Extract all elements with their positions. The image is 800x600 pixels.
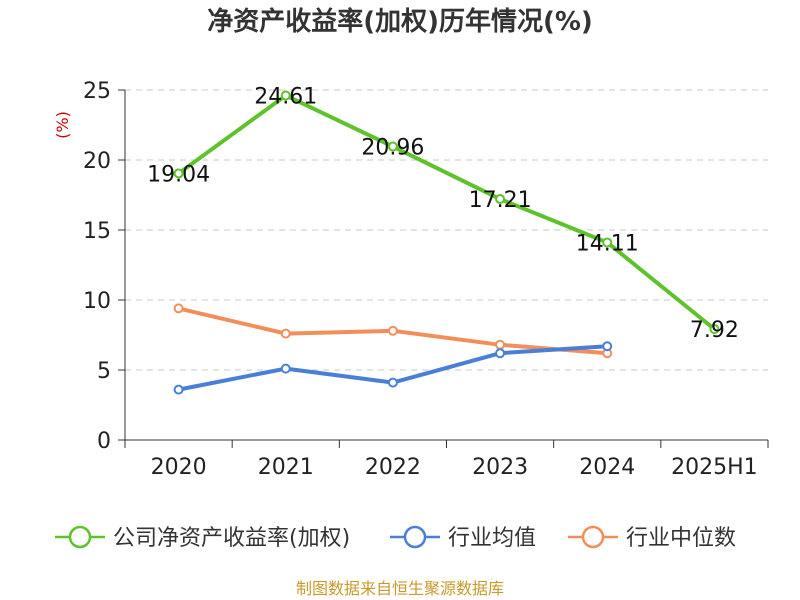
data-point xyxy=(495,339,506,350)
data-label: 24.61 xyxy=(254,84,317,109)
data-point xyxy=(495,348,506,359)
legend-swatch-marker xyxy=(581,525,605,549)
data-label: 19.04 xyxy=(147,162,210,187)
data-point xyxy=(280,90,291,101)
x-tick-label: 2020 xyxy=(151,455,207,480)
data-label: 20.96 xyxy=(361,136,424,161)
legend-label: 公司净资产收益率(加权) xyxy=(113,526,350,551)
data-point xyxy=(709,324,720,335)
axes: 0 5 10 15 20 25 2020 2021 2022 2023 2024 2025H1 xyxy=(83,79,769,480)
x-tick-label: 2025H1 xyxy=(671,455,758,480)
data-point xyxy=(173,384,184,395)
data-point xyxy=(173,168,184,179)
y-axis-unit-label: (%) xyxy=(53,111,72,139)
x-tick-label: 2023 xyxy=(472,455,528,480)
chart-title: 净资产收益率(加权)历年情况(%) xyxy=(207,6,593,37)
source-note: 制图数据来自恒生聚源数据库 xyxy=(296,579,504,598)
y-tick-label: 25 xyxy=(83,79,111,104)
series-line xyxy=(176,93,717,332)
legend-swatch-marker xyxy=(68,525,92,549)
y-tick-label: 20 xyxy=(83,149,111,174)
data-point xyxy=(602,237,613,248)
data-point xyxy=(173,303,184,314)
y-tick-label: 5 xyxy=(97,359,111,384)
data-labels: 19.04 24.61 20.96 17.21 14.11 7.92 xyxy=(147,84,739,343)
y-tick-label: 15 xyxy=(83,219,111,244)
series-group xyxy=(173,90,720,395)
data-point xyxy=(387,141,398,152)
legend-label: 行业均值 xyxy=(448,526,536,551)
x-tick-label: 2022 xyxy=(365,455,421,480)
data-label: 14.11 xyxy=(576,231,639,256)
y-tick-label: 10 xyxy=(83,289,111,314)
legend-label: 行业中位数 xyxy=(626,526,736,551)
data-point xyxy=(280,363,291,374)
data-point xyxy=(602,341,613,352)
y-tick-label: 0 xyxy=(97,429,111,454)
gridlines xyxy=(125,89,768,371)
data-point xyxy=(280,328,291,339)
data-label: 17.21 xyxy=(469,188,532,213)
data-point xyxy=(495,194,506,205)
data-point xyxy=(387,325,398,336)
x-tick-label: 2024 xyxy=(579,455,635,480)
legend-swatch-marker xyxy=(403,525,427,549)
data-label: 7.92 xyxy=(690,318,739,343)
x-tick-label: 2021 xyxy=(258,455,314,480)
legend: 公司净资产收益率(加权) 行业均值 行业中位数 xyxy=(55,525,736,551)
data-point xyxy=(387,377,398,388)
